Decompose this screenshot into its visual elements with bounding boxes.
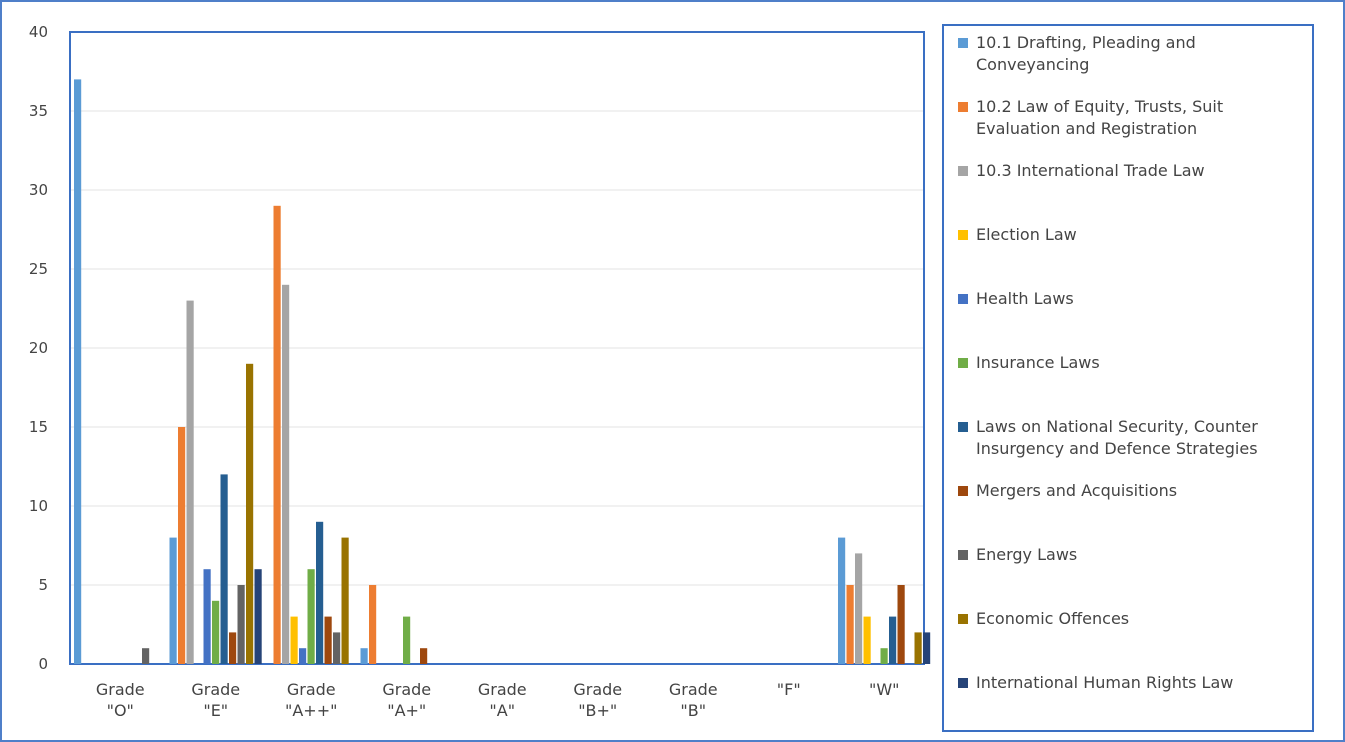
legend-label: 10.1 Drafting, Pleading and Conveyancing bbox=[976, 33, 1196, 74]
y-tick-label: 20 bbox=[29, 339, 48, 357]
legend-label: Energy Laws bbox=[976, 545, 1078, 564]
x-category-label: Grade bbox=[573, 680, 622, 699]
y-tick-label: 5 bbox=[38, 576, 48, 594]
legend-label: Economic Offences bbox=[976, 609, 1130, 628]
legend-item: Energy Laws bbox=[958, 544, 1308, 566]
legend-item: Laws on National Security, Counter Insur… bbox=[958, 416, 1308, 460]
bar bbox=[846, 585, 854, 664]
bar bbox=[324, 616, 332, 664]
legend-item: Mergers and Acquisitions bbox=[958, 480, 1308, 502]
x-category-label: "B" bbox=[680, 701, 706, 720]
chart-legend: 10.1 Drafting, Pleading and Conveyancing… bbox=[942, 24, 1314, 732]
legend-swatch bbox=[958, 102, 968, 112]
x-category-label: Grade bbox=[191, 680, 240, 699]
legend-item: Economic Offences bbox=[958, 608, 1308, 630]
bar bbox=[273, 205, 281, 665]
x-category-label: "A" bbox=[489, 701, 515, 720]
x-category-label: "A++" bbox=[285, 701, 337, 720]
bar bbox=[341, 537, 349, 664]
bar bbox=[178, 427, 186, 664]
bar bbox=[333, 632, 341, 664]
legend-label: Laws on National Security, Counter Insur… bbox=[976, 417, 1258, 458]
x-category-label: Grade bbox=[382, 680, 431, 699]
bar bbox=[212, 600, 220, 664]
legend-label: 10.3 International Trade Law bbox=[976, 161, 1205, 180]
legend-label: Insurance Laws bbox=[976, 353, 1100, 372]
legend-swatch bbox=[958, 166, 968, 176]
bar bbox=[838, 537, 846, 664]
legend-item: Health Laws bbox=[958, 288, 1308, 310]
bar bbox=[889, 616, 897, 664]
bar bbox=[369, 585, 377, 664]
bar bbox=[237, 585, 245, 664]
legend-swatch bbox=[958, 678, 968, 688]
legend-item: Insurance Laws bbox=[958, 352, 1308, 374]
legend-swatch bbox=[958, 230, 968, 240]
legend-item: 10.2 Law of Equity, Trusts, Suit Evaluat… bbox=[958, 96, 1308, 140]
bar bbox=[403, 616, 411, 664]
x-category-label: "O" bbox=[107, 701, 134, 720]
bar bbox=[299, 648, 307, 664]
plot-area-border bbox=[69, 31, 925, 665]
legend-swatch bbox=[958, 614, 968, 624]
bar bbox=[316, 521, 324, 664]
bar bbox=[290, 616, 298, 664]
bar bbox=[897, 585, 905, 664]
y-tick-label: 0 bbox=[38, 655, 48, 673]
x-category-label: "B+" bbox=[578, 701, 617, 720]
y-tick-label: 15 bbox=[29, 418, 48, 436]
legend-swatch bbox=[958, 294, 968, 304]
legend-label: 10.2 Law of Equity, Trusts, Suit Evaluat… bbox=[976, 97, 1224, 138]
legend-swatch bbox=[958, 422, 968, 432]
x-category-label: "E" bbox=[203, 701, 228, 720]
legend-swatch bbox=[958, 486, 968, 496]
bar bbox=[229, 632, 237, 664]
y-tick-label: 40 bbox=[29, 23, 48, 41]
bar bbox=[307, 569, 315, 664]
bar bbox=[855, 553, 863, 664]
bar bbox=[282, 284, 290, 664]
legend-swatch bbox=[958, 38, 968, 48]
x-category-label: Grade bbox=[287, 680, 336, 699]
bar bbox=[142, 648, 150, 664]
bar bbox=[74, 79, 82, 664]
bar bbox=[186, 300, 194, 664]
bar bbox=[880, 648, 888, 664]
legend-swatch bbox=[958, 358, 968, 368]
legend-swatch bbox=[958, 550, 968, 560]
x-category-label: Grade bbox=[478, 680, 527, 699]
bar bbox=[220, 474, 228, 664]
legend-label: Health Laws bbox=[976, 289, 1074, 308]
bar bbox=[420, 648, 428, 664]
x-category-label: Grade bbox=[96, 680, 145, 699]
bar bbox=[863, 616, 871, 664]
legend-label: Election Law bbox=[976, 225, 1077, 244]
bar bbox=[254, 569, 262, 664]
bar bbox=[203, 569, 211, 664]
bar bbox=[914, 632, 922, 664]
legend-item: 10.3 International Trade Law bbox=[958, 160, 1308, 182]
y-tick-label: 30 bbox=[29, 181, 48, 199]
x-category-label: "F" bbox=[777, 680, 801, 699]
y-tick-label: 25 bbox=[29, 260, 48, 278]
legend-item: 10.1 Drafting, Pleading and Conveyancing bbox=[958, 32, 1308, 76]
bar bbox=[169, 537, 177, 664]
legend-item: Election Law bbox=[958, 224, 1308, 246]
legend-label: International Human Rights Law bbox=[976, 673, 1234, 692]
x-category-label: "W" bbox=[869, 680, 900, 699]
x-category-label: "A+" bbox=[387, 701, 426, 720]
bar bbox=[360, 648, 368, 664]
y-tick-label: 35 bbox=[29, 102, 48, 120]
bar bbox=[246, 363, 254, 664]
bar bbox=[923, 632, 931, 664]
y-tick-label: 10 bbox=[29, 497, 48, 515]
legend-item: International Human Rights Law bbox=[958, 672, 1308, 694]
x-category-label: Grade bbox=[669, 680, 718, 699]
legend-label: Mergers and Acquisitions bbox=[976, 481, 1178, 500]
